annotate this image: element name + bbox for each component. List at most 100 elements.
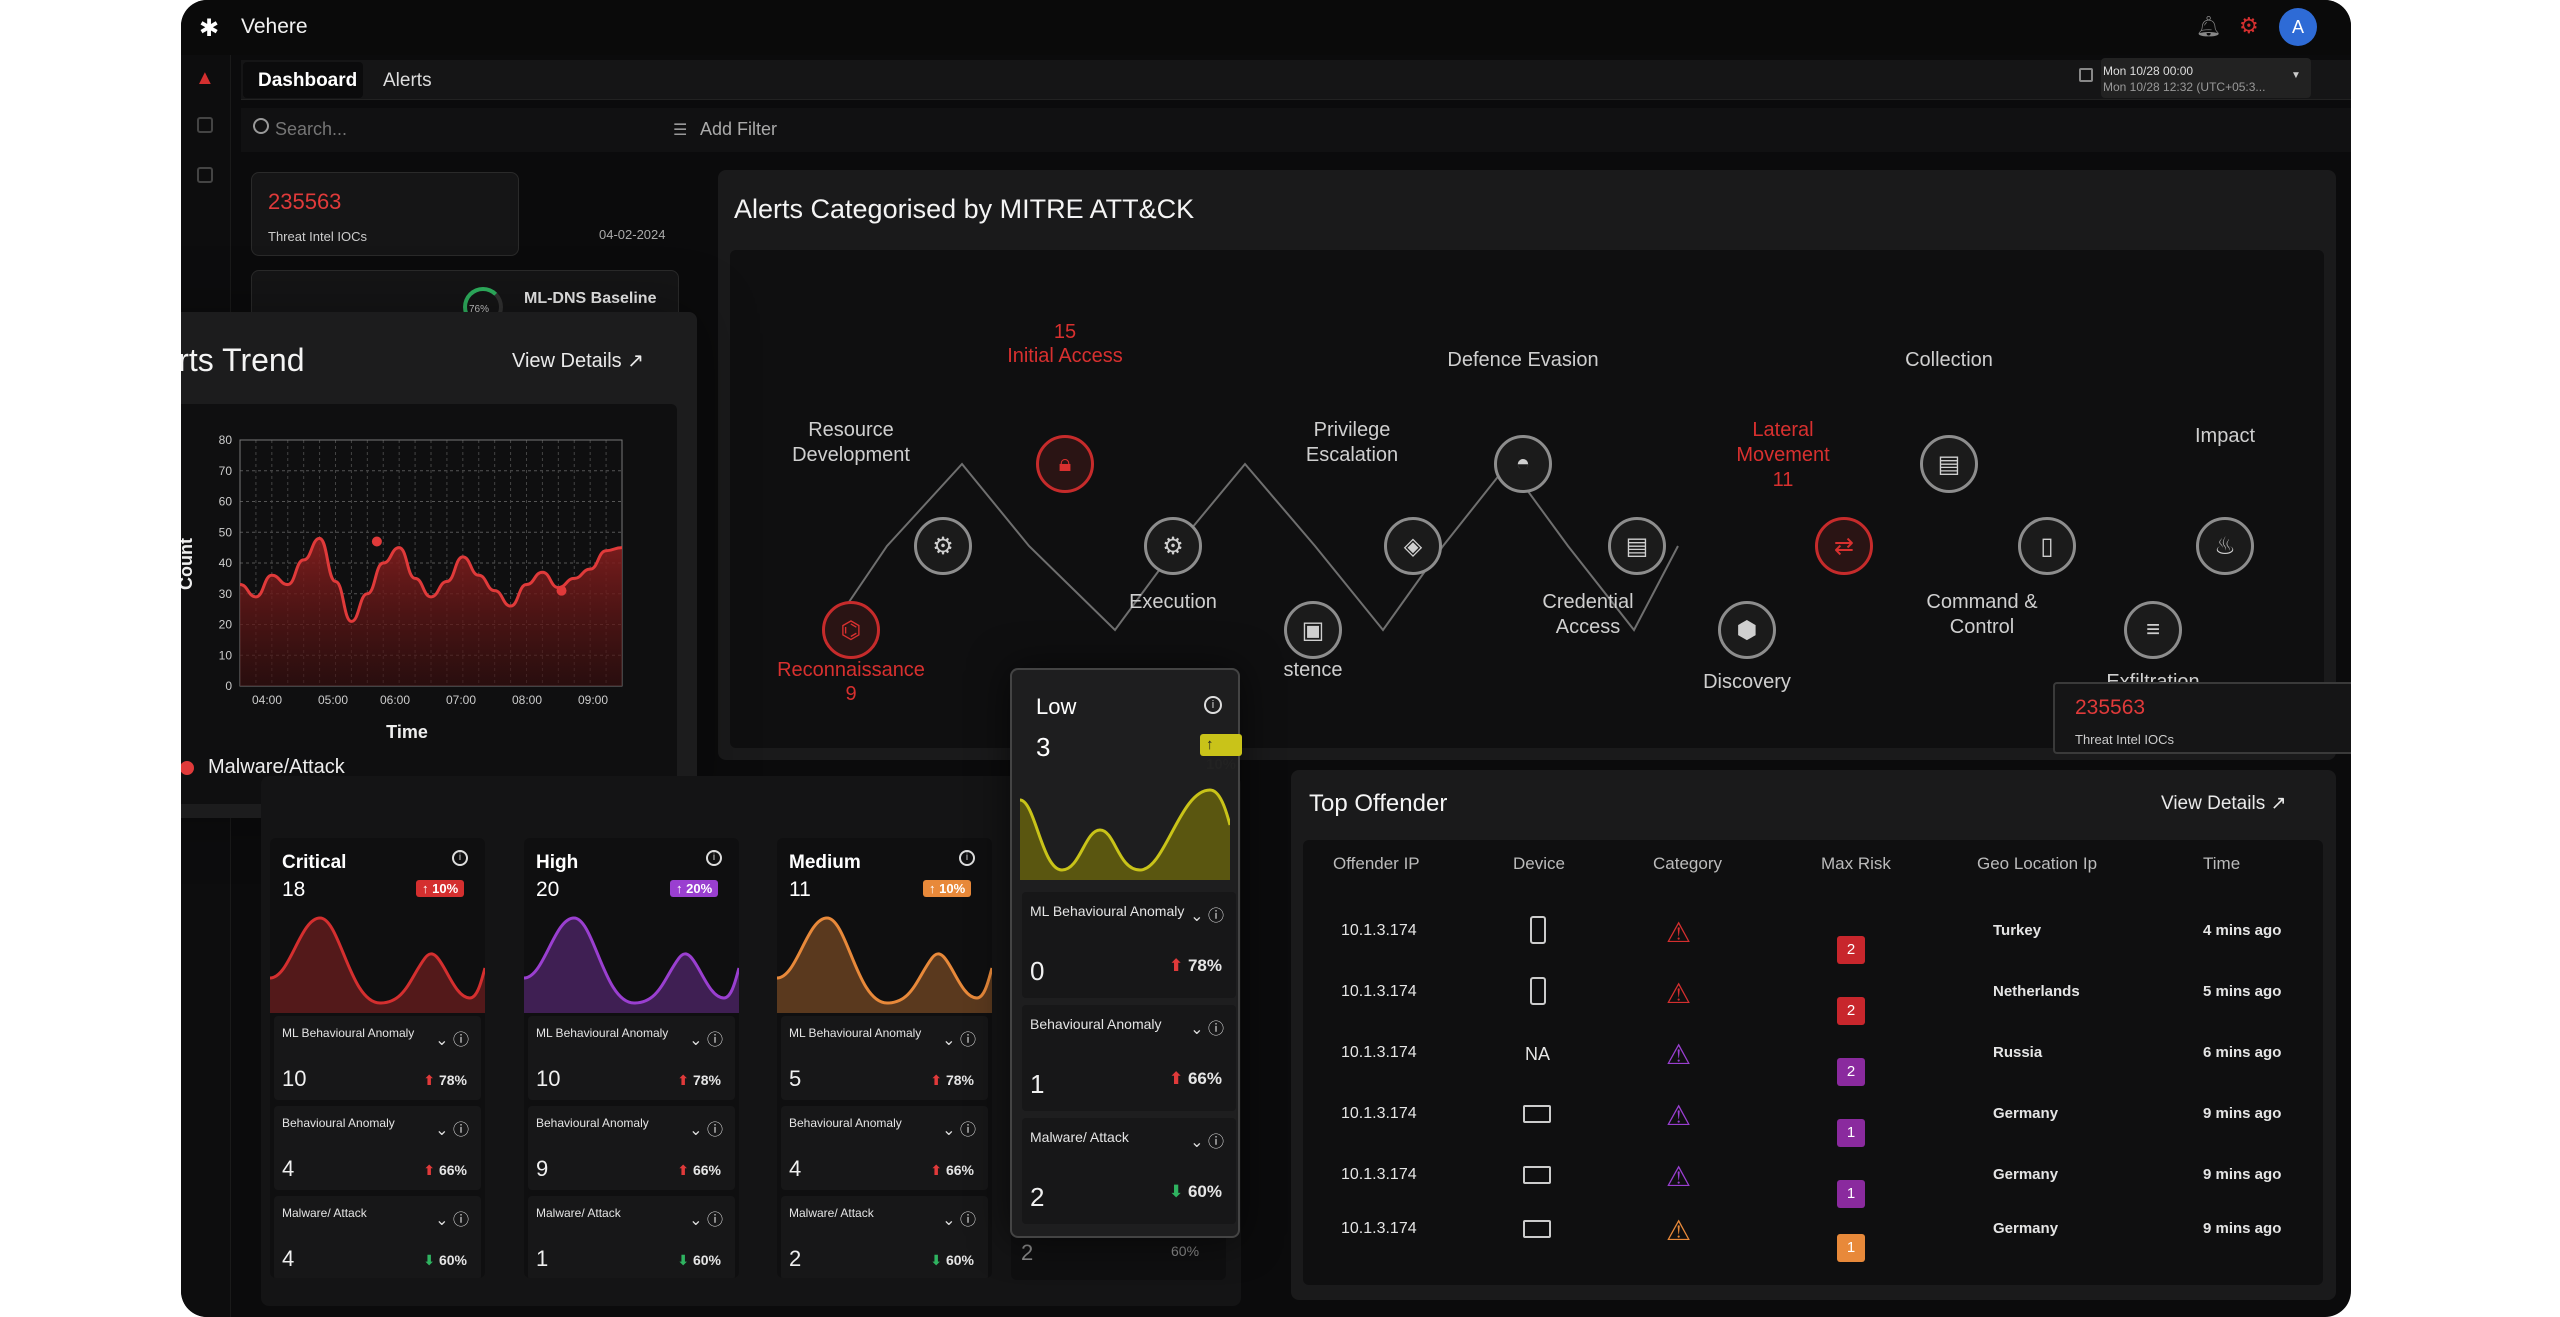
category-count: 2 xyxy=(1030,1182,1045,1212)
expand-info-icons[interactable]: ⌄ ⓘ xyxy=(435,1032,469,1049)
search-row: ☰ Add Filter xyxy=(241,108,2351,152)
expand-info-icons[interactable]: ⌄ ⓘ xyxy=(942,1122,976,1139)
category-subcard[interactable]: ML Behavioural Anomaly ⌄ ⓘ 0 ⬆ 78% xyxy=(1022,892,1236,998)
category-label: Malware/ Attack xyxy=(536,1206,621,1220)
mitre-node-initial-access[interactable]: 🔒︎ xyxy=(1036,435,1094,493)
mitre-node-exfiltration[interactable]: ≡ xyxy=(2124,601,2182,659)
category-subcard[interactable]: ML Behavioural Anomaly ⌄ ⓘ 10 ⬆ 78% xyxy=(528,1016,735,1100)
category-subcard[interactable]: Malware/ Attack ⌄ ⓘ 2 ⬇ 60% xyxy=(1022,1118,1236,1224)
vehere-logo-icon: ✱ xyxy=(199,15,220,42)
expand-info-icons[interactable]: ⌄ ⓘ xyxy=(435,1122,469,1139)
search-input[interactable] xyxy=(275,114,655,144)
severity-count: 18 xyxy=(282,878,306,901)
warning-icon: ⚠ xyxy=(1666,1161,1692,1192)
laptop-icon xyxy=(1523,1220,1551,1238)
severity-card-high[interactable]: High i 20 ↑ 20% ML Behavioural Anomaly ⌄ ⓘ 10 ⬆… xyxy=(524,838,739,1278)
list-nav-icon[interactable] xyxy=(197,117,213,133)
mitre-node-impact[interactable]: ♨ xyxy=(2196,517,2254,575)
expand-info-icons[interactable]: ⌄ ⓘ xyxy=(689,1122,723,1139)
info-icon[interactable]: i xyxy=(959,850,975,866)
offender-ip: 10.1.3.174 xyxy=(1341,1044,1417,1061)
mitre-label: Resource Development xyxy=(792,419,910,466)
low-severity-card[interactable]: Low i 3 ↑ 10% ML Behavioural Anomaly ⌄ ⓘ 0… xyxy=(1010,668,1243,1238)
gear-icon: ⚙ xyxy=(1162,532,1184,560)
legend-label: Malware/Attack xyxy=(208,756,345,778)
expand-info-icons[interactable]: ⌄ ⓘ xyxy=(1190,1021,1224,1038)
table-row[interactable]: 10.1.3.174 ⚠ 1 Germany 9 mins ago xyxy=(1303,1085,2323,1147)
behind-count: 2 xyxy=(1021,1240,1034,1265)
date-range-picker[interactable]: Mon 10/28 00:00 Mon 10/28 12:32 (UTC+05:… xyxy=(2079,58,2311,98)
x-tick-label: 04:00 xyxy=(252,693,282,707)
category-subcard[interactable]: Malware/ Attack ⌄ ⓘ 4 ⬇ 60% xyxy=(274,1196,481,1278)
alerts-trend-view-details[interactable]: View Details ↗ xyxy=(512,348,644,373)
bell-icon[interactable]: 🔔︎ xyxy=(2196,16,2222,38)
tooltip-label: Threat Intel IOCs xyxy=(2075,732,2174,747)
expand-info-icons[interactable]: ⌄ ⓘ xyxy=(942,1212,976,1229)
category-subcard[interactable]: Malware/ Attack ⌄ ⓘ 2 ⬇ 60% xyxy=(781,1196,988,1278)
table-row[interactable]: 10.1.3.174 ⚠ 2 Netherlands 5 mins ago xyxy=(1303,963,2323,1025)
time-ago: 9 mins ago xyxy=(2203,1166,2282,1183)
info-icon[interactable]: i xyxy=(452,850,468,866)
category-subcard[interactable]: ML Behavioural Anomaly ⌄ ⓘ 10 ⬆ 78% xyxy=(274,1016,481,1100)
tab-dashboard[interactable]: Dashboard xyxy=(243,62,363,98)
category-label: Behavioural Anomaly xyxy=(536,1116,649,1130)
y-tick-label: 20 xyxy=(219,618,233,632)
mitre-node-persistence[interactable]: ▣ xyxy=(1284,601,1342,659)
category-count: 1 xyxy=(536,1246,549,1271)
expand-info-icons[interactable]: ⌄ ⓘ xyxy=(689,1212,723,1229)
category-count: 1 xyxy=(1030,1069,1045,1099)
mitre-node-discovery[interactable]: ⬢ xyxy=(1718,601,1776,659)
table-row[interactable]: 10.1.3.174 ⚠ 1 Germany 9 mins ago xyxy=(1303,1146,2323,1208)
warning-icon: ⚠ xyxy=(1666,917,1692,948)
date-end: Mon 10/28 12:32 (UTC+05:3... xyxy=(2103,80,2266,94)
mitre-label: Execution xyxy=(1129,591,1217,613)
mitre-node-execution[interactable]: ⚙ xyxy=(1144,517,1202,575)
category-count: 10 xyxy=(536,1066,561,1091)
expand-info-icons[interactable]: ⌄ ⓘ xyxy=(435,1212,469,1229)
severity-card-medium[interactable]: Medium i 11 ↑ 10% ML Behavioural Anomaly ⌄ ⓘ 5… xyxy=(777,838,992,1278)
info-icon[interactable]: i xyxy=(1204,696,1222,714)
time-ago: 9 mins ago xyxy=(2203,1220,2282,1237)
mitre-node-resource-development[interactable]: ⚙ xyxy=(914,517,972,575)
avatar[interactable]: A xyxy=(2279,8,2317,46)
top-offender-view-details[interactable]: View Details ↗ xyxy=(2161,792,2286,815)
mitre-node-lateral-movement[interactable]: ⇄ xyxy=(1815,517,1873,575)
add-filter-button[interactable]: Add Filter xyxy=(700,119,778,139)
expand-info-icons[interactable]: ⌄ ⓘ xyxy=(1190,1134,1224,1151)
severity-change-badge: ↑ 10% xyxy=(923,880,972,897)
data-point[interactable] xyxy=(371,536,382,547)
category-subcard[interactable]: Behavioural Anomaly ⌄ ⓘ 9 ⬆ 66% xyxy=(528,1106,735,1190)
laptop-icon xyxy=(1523,1166,1551,1184)
mitre-count: 9 xyxy=(845,683,857,705)
category-count: 4 xyxy=(282,1246,295,1271)
expand-info-icons[interactable]: ⌄ ⓘ xyxy=(942,1032,976,1049)
mitre-node-collection[interactable]: ▤ xyxy=(1920,435,1978,493)
settings-icon[interactable]: ⚙ xyxy=(2239,13,2259,38)
app-title: Vehere xyxy=(241,15,308,38)
info-icon[interactable]: i xyxy=(706,850,722,866)
expand-info-icons[interactable]: ⌄ ⓘ xyxy=(689,1032,723,1049)
expand-info-icons[interactable]: ⌄ ⓘ xyxy=(1190,908,1224,925)
mitre-node-defence-evasion[interactable]: ◓ xyxy=(1494,435,1552,493)
category-subcard[interactable]: Malware/ Attack ⌄ ⓘ 1 ⬇ 60% xyxy=(528,1196,735,1278)
mitre-node-command-control[interactable]: ▯ xyxy=(2018,517,2076,575)
category-subcard[interactable]: ML Behavioural Anomaly ⌄ ⓘ 5 ⬆ 78% xyxy=(781,1016,988,1100)
mitre-node-reconnaissance[interactable]: ⌬ xyxy=(822,601,880,659)
geo-location: Germany xyxy=(1993,1166,2059,1183)
mitre-node-credential-access[interactable]: ▤ xyxy=(1608,517,1666,575)
tooltip-value: 235563 xyxy=(2075,696,2146,719)
mitre-node-privilege-escalation[interactable]: ◈ xyxy=(1384,517,1442,575)
tab-alerts[interactable]: Alerts xyxy=(383,70,432,91)
table-row[interactable]: 10.1.3.174 ⚠ 2 Turkey 4 mins ago xyxy=(1303,902,2323,964)
table-row[interactable]: 10.1.3.174 ⚠ 1 Germany 9 mins ago xyxy=(1303,1200,2323,1262)
table-row[interactable]: 10.1.3.174 NA ⚠ 2 Russia 6 mins ago xyxy=(1303,1024,2323,1086)
severity-card-critical[interactable]: Critical i 18 ↑ 10% ML Behavioural Anomaly ⌄ … xyxy=(270,838,485,1278)
category-subcard[interactable]: Behavioural Anomaly ⌄ ⓘ 4 ⬆ 66% xyxy=(781,1106,988,1190)
ioc-card[interactable]: 235563 Threat Intel IOCs 04-02-2024 xyxy=(251,172,519,256)
tab-dashboard-label: Dashboard xyxy=(258,70,358,91)
note-nav-icon[interactable] xyxy=(197,167,213,183)
category-subcard[interactable]: Behavioural Anomaly ⌄ ⓘ 4 ⬆ 66% xyxy=(274,1106,481,1190)
data-point[interactable] xyxy=(556,585,567,596)
alert-nav-icon[interactable]: ▲ xyxy=(195,67,215,89)
category-subcard[interactable]: Behavioural Anomaly ⌄ ⓘ 1 ⬆ 66% xyxy=(1022,1005,1236,1111)
